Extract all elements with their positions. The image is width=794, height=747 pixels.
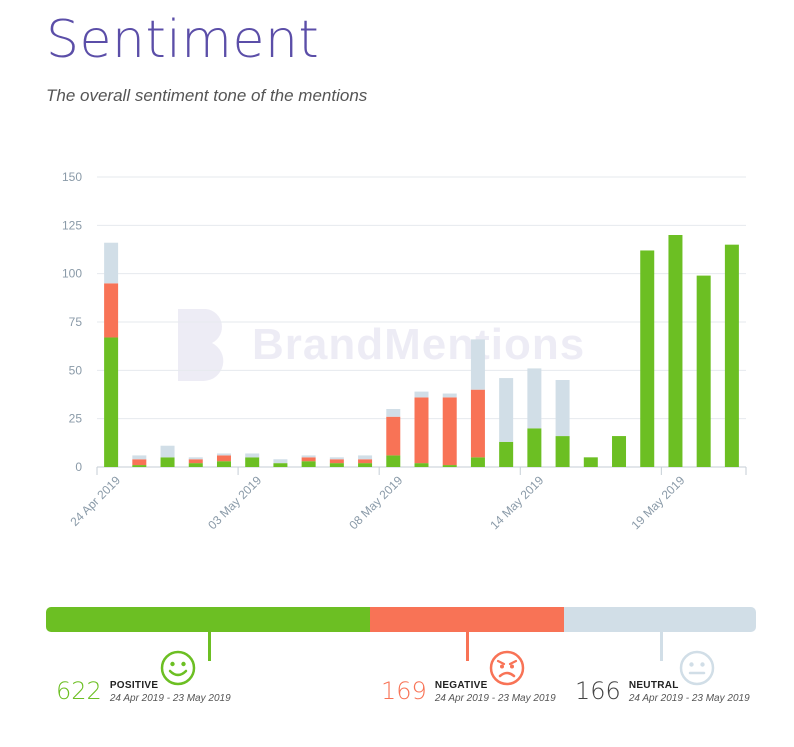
watermark-text: BrandMentions (252, 320, 586, 369)
positive-bar (555, 436, 570, 467)
positive-bar (583, 457, 598, 467)
y-tick-label: 50 (69, 363, 83, 377)
negative-bar (188, 459, 203, 464)
positive-bar (668, 235, 683, 467)
y-tick-label: 0 (75, 460, 82, 474)
page-subtitle: The overall sentiment tone of the mentio… (46, 86, 368, 105)
positive-bar (245, 457, 260, 467)
negative-angry-icon (489, 650, 525, 686)
negative-bar (386, 416, 401, 456)
negative-label: NEGATIVE (434, 680, 488, 691)
negative-bar (470, 389, 485, 458)
neutral-label: NEUTRAL (628, 680, 679, 691)
neutral-marker (660, 632, 663, 661)
negative-bar (104, 283, 119, 338)
positive-label: POSITIVE (109, 680, 159, 691)
positive-bar (132, 465, 147, 467)
x-tick-label: 08 May 2019 (346, 473, 405, 532)
neutral-bar (245, 453, 260, 458)
neutral-bar (442, 393, 457, 398)
neutral-bar (104, 242, 119, 284)
neutral-face-icon (679, 650, 715, 686)
positive-bar (612, 436, 627, 467)
positive-bar (724, 244, 739, 467)
negative-bar (329, 459, 344, 464)
neutral-bar (329, 457, 344, 460)
positive-bar (470, 457, 485, 467)
y-tick-label: 100 (62, 267, 82, 281)
neutral-bar (160, 445, 175, 458)
positive-bar (160, 457, 175, 467)
negative-summary: 169 NEGATIVE 24 Apr 2019 - 23 May 2019 (381, 678, 556, 704)
negative-bar (414, 397, 429, 464)
positive-bar (499, 441, 514, 467)
neutral-date-range: 24 Apr 2019 - 23 May 2019 (628, 693, 750, 704)
positive-bar (216, 461, 231, 467)
neutral-bar (216, 453, 231, 456)
positive-bar (329, 463, 344, 467)
positive-bar (104, 337, 119, 467)
y-tick-label: 125 (62, 218, 82, 232)
y-tick-label: 25 (69, 412, 83, 426)
positive-bar (414, 463, 429, 467)
page-title: Sentiment (46, 10, 320, 70)
neutral-bar (188, 457, 203, 460)
positive-bar (188, 463, 203, 467)
neutral-bar (301, 455, 316, 458)
negative-count: 169 (381, 677, 427, 705)
neutral-bar (273, 459, 288, 464)
sentiment-share-bar (46, 607, 756, 632)
x-tick-label: 19 May 2019 (629, 473, 688, 532)
neutral-bar (499, 378, 514, 442)
negative-bar (301, 457, 316, 462)
neutral-bar (414, 391, 429, 398)
negative-share-segment (370, 607, 565, 632)
positive-bar (527, 428, 542, 467)
brand-watermark: BrandMentions (174, 305, 585, 385)
neutral-bar (358, 455, 373, 460)
positive-bar (301, 461, 316, 467)
y-tick-label: 150 (62, 170, 82, 184)
neutral-summary: 166 NEUTRAL 24 Apr 2019 - 23 May 2019 (575, 678, 750, 704)
negative-bar (132, 459, 147, 466)
negative-bar (442, 397, 457, 466)
positive-bar (386, 455, 401, 467)
neutral-bar (527, 368, 542, 429)
neutral-bar (132, 455, 147, 460)
positive-bar (640, 250, 655, 467)
neutral-bar (386, 409, 401, 417)
neutral-bar (470, 339, 485, 390)
negative-date-range: 24 Apr 2019 - 23 May 2019 (434, 693, 556, 704)
neutral-share-segment (564, 607, 756, 632)
positive-share-segment (46, 607, 371, 632)
positive-bar (273, 463, 288, 467)
neutral-bar (555, 380, 570, 437)
x-tick-label: 24 Apr 2019 (67, 473, 123, 529)
positive-summary: 622 POSITIVE 24 Apr 2019 - 23 May 2019 (56, 678, 231, 704)
positive-bar (358, 463, 373, 467)
negative-marker (466, 632, 469, 661)
positive-bar (442, 465, 457, 467)
y-tick-label: 75 (69, 315, 83, 329)
positive-date-range: 24 Apr 2019 - 23 May 2019 (109, 693, 231, 704)
positive-bar (696, 275, 711, 467)
positive-marker (208, 632, 211, 661)
neutral-count: 166 (575, 677, 621, 705)
x-tick-label: 14 May 2019 (487, 473, 546, 532)
negative-bar (358, 459, 373, 464)
negative-bar (216, 455, 231, 462)
positive-count: 622 (56, 677, 102, 705)
brandmentions-logo-icon (178, 309, 224, 381)
sentiment-bar-chart: 0 25 50 75 100 125 150 24 Apr 2019 03 May 2019 08… (62, 170, 747, 532)
x-tick-label: 03 May 2019 (205, 473, 264, 532)
positive-smile-icon (160, 650, 196, 686)
